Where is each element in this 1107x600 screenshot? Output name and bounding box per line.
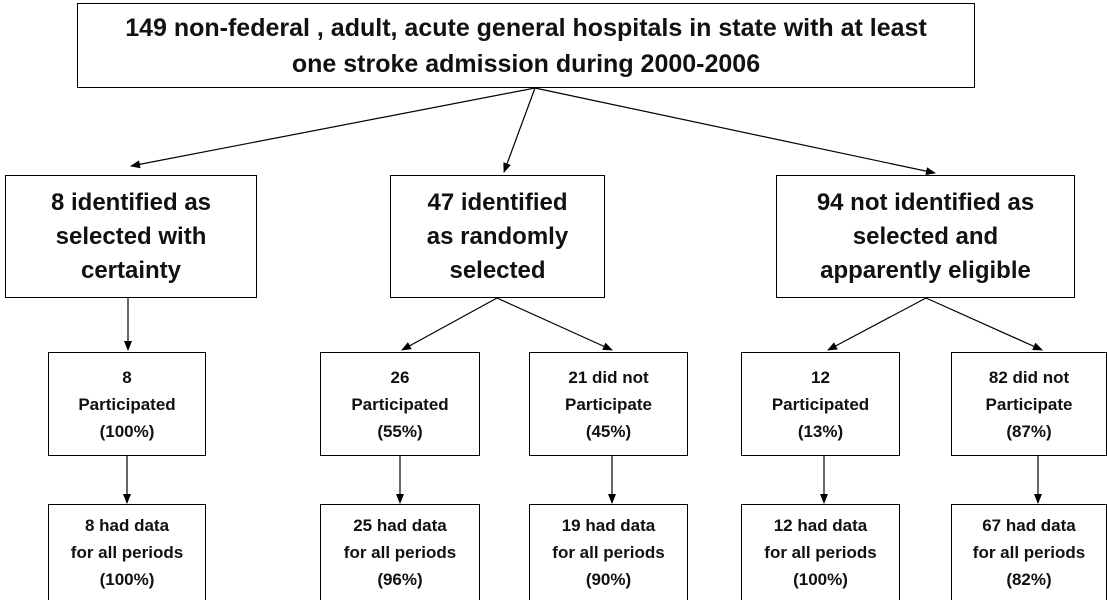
- node-box: 12 Participated (13%): [741, 352, 900, 456]
- node-label: (13%): [797, 421, 844, 441]
- node-label: 47 identified: [427, 188, 568, 216]
- node-label: (82%): [1006, 570, 1052, 589]
- node-label: Participate: [565, 394, 652, 414]
- node-label: Participated: [351, 394, 449, 414]
- node-label: Participated: [771, 394, 870, 414]
- arrow: [503, 87, 536, 173]
- node-label: 26: [390, 367, 410, 387]
- node-box: 82 did not Participate (87%): [951, 352, 1107, 456]
- arrow: [925, 297, 1043, 351]
- node-box: 67 had data for all periods (82%): [951, 504, 1107, 600]
- node-label: certainty: [80, 256, 182, 284]
- node-label: 149 non-federal , adult, acute general h…: [125, 13, 927, 42]
- node-label: 8 identified as: [50, 188, 212, 216]
- node-box: 8 identified as selected with certainty: [5, 175, 257, 298]
- node-label: as randomly: [426, 222, 569, 250]
- node-box: 94 not identified as selected and apparent…: [776, 175, 1075, 298]
- node-label: 8: [122, 367, 132, 387]
- node-label: 94 not identified as: [816, 188, 1035, 216]
- node-box: 12 had data for all periods (100%): [741, 504, 900, 600]
- node-label: (100%): [793, 570, 848, 589]
- arrow: [130, 87, 536, 169]
- node-box: 149 non-federal , adult, acute general h…: [77, 3, 975, 88]
- arrows: [123, 87, 1043, 504]
- node-label: for all periods: [70, 543, 184, 562]
- node-box: 19 had data for all periods (90%): [529, 504, 688, 600]
- node-label: 21 did not: [568, 367, 649, 387]
- node-box: 47 identified as randomly selected: [390, 175, 605, 298]
- node-label: 82 did not: [988, 367, 1070, 387]
- node-label: (45%): [585, 421, 632, 441]
- node-label: selected and: [852, 222, 999, 250]
- node-label: Participated: [78, 394, 176, 414]
- arrow: [496, 297, 613, 351]
- node-label: (96%): [377, 570, 423, 589]
- node-label: 67 had data: [982, 516, 1076, 535]
- node-label: 12 had data: [773, 516, 868, 535]
- node-box: 8 had data for all periods (100%): [48, 504, 206, 600]
- node-box: 26 Participated (55%): [320, 352, 480, 456]
- node-label: 12: [811, 367, 830, 387]
- node-label: (100%): [99, 570, 155, 589]
- node-label: selected with: [55, 222, 207, 250]
- node-label: Participate: [985, 394, 1073, 414]
- node-box: 21 did not Participate (45%): [529, 352, 688, 456]
- node-label: (55%): [377, 421, 423, 441]
- node-label: selected: [449, 256, 546, 284]
- node-label: for all periods: [343, 543, 457, 562]
- node-label: 8 had data: [84, 516, 170, 535]
- node-box: 8 Participated (100%): [48, 352, 206, 456]
- node-label: 25 had data: [353, 516, 447, 535]
- arrow: [534, 87, 936, 176]
- node-label: for all periods: [764, 543, 877, 562]
- node-label: 19 had data: [561, 516, 656, 535]
- node-label: (90%): [585, 570, 632, 589]
- node-box: 25 had data for all periods (96%): [320, 504, 480, 600]
- node-label: one stroke admission during 2000-2006: [291, 49, 761, 78]
- node-label: (87%): [1006, 421, 1052, 441]
- arrow: [401, 297, 498, 351]
- node-label: (100%): [99, 421, 155, 441]
- node-label: for all periods: [972, 543, 1086, 562]
- arrow: [827, 297, 927, 351]
- node-label: apparently eligible: [820, 256, 1031, 284]
- node-label: for all periods: [552, 543, 665, 562]
